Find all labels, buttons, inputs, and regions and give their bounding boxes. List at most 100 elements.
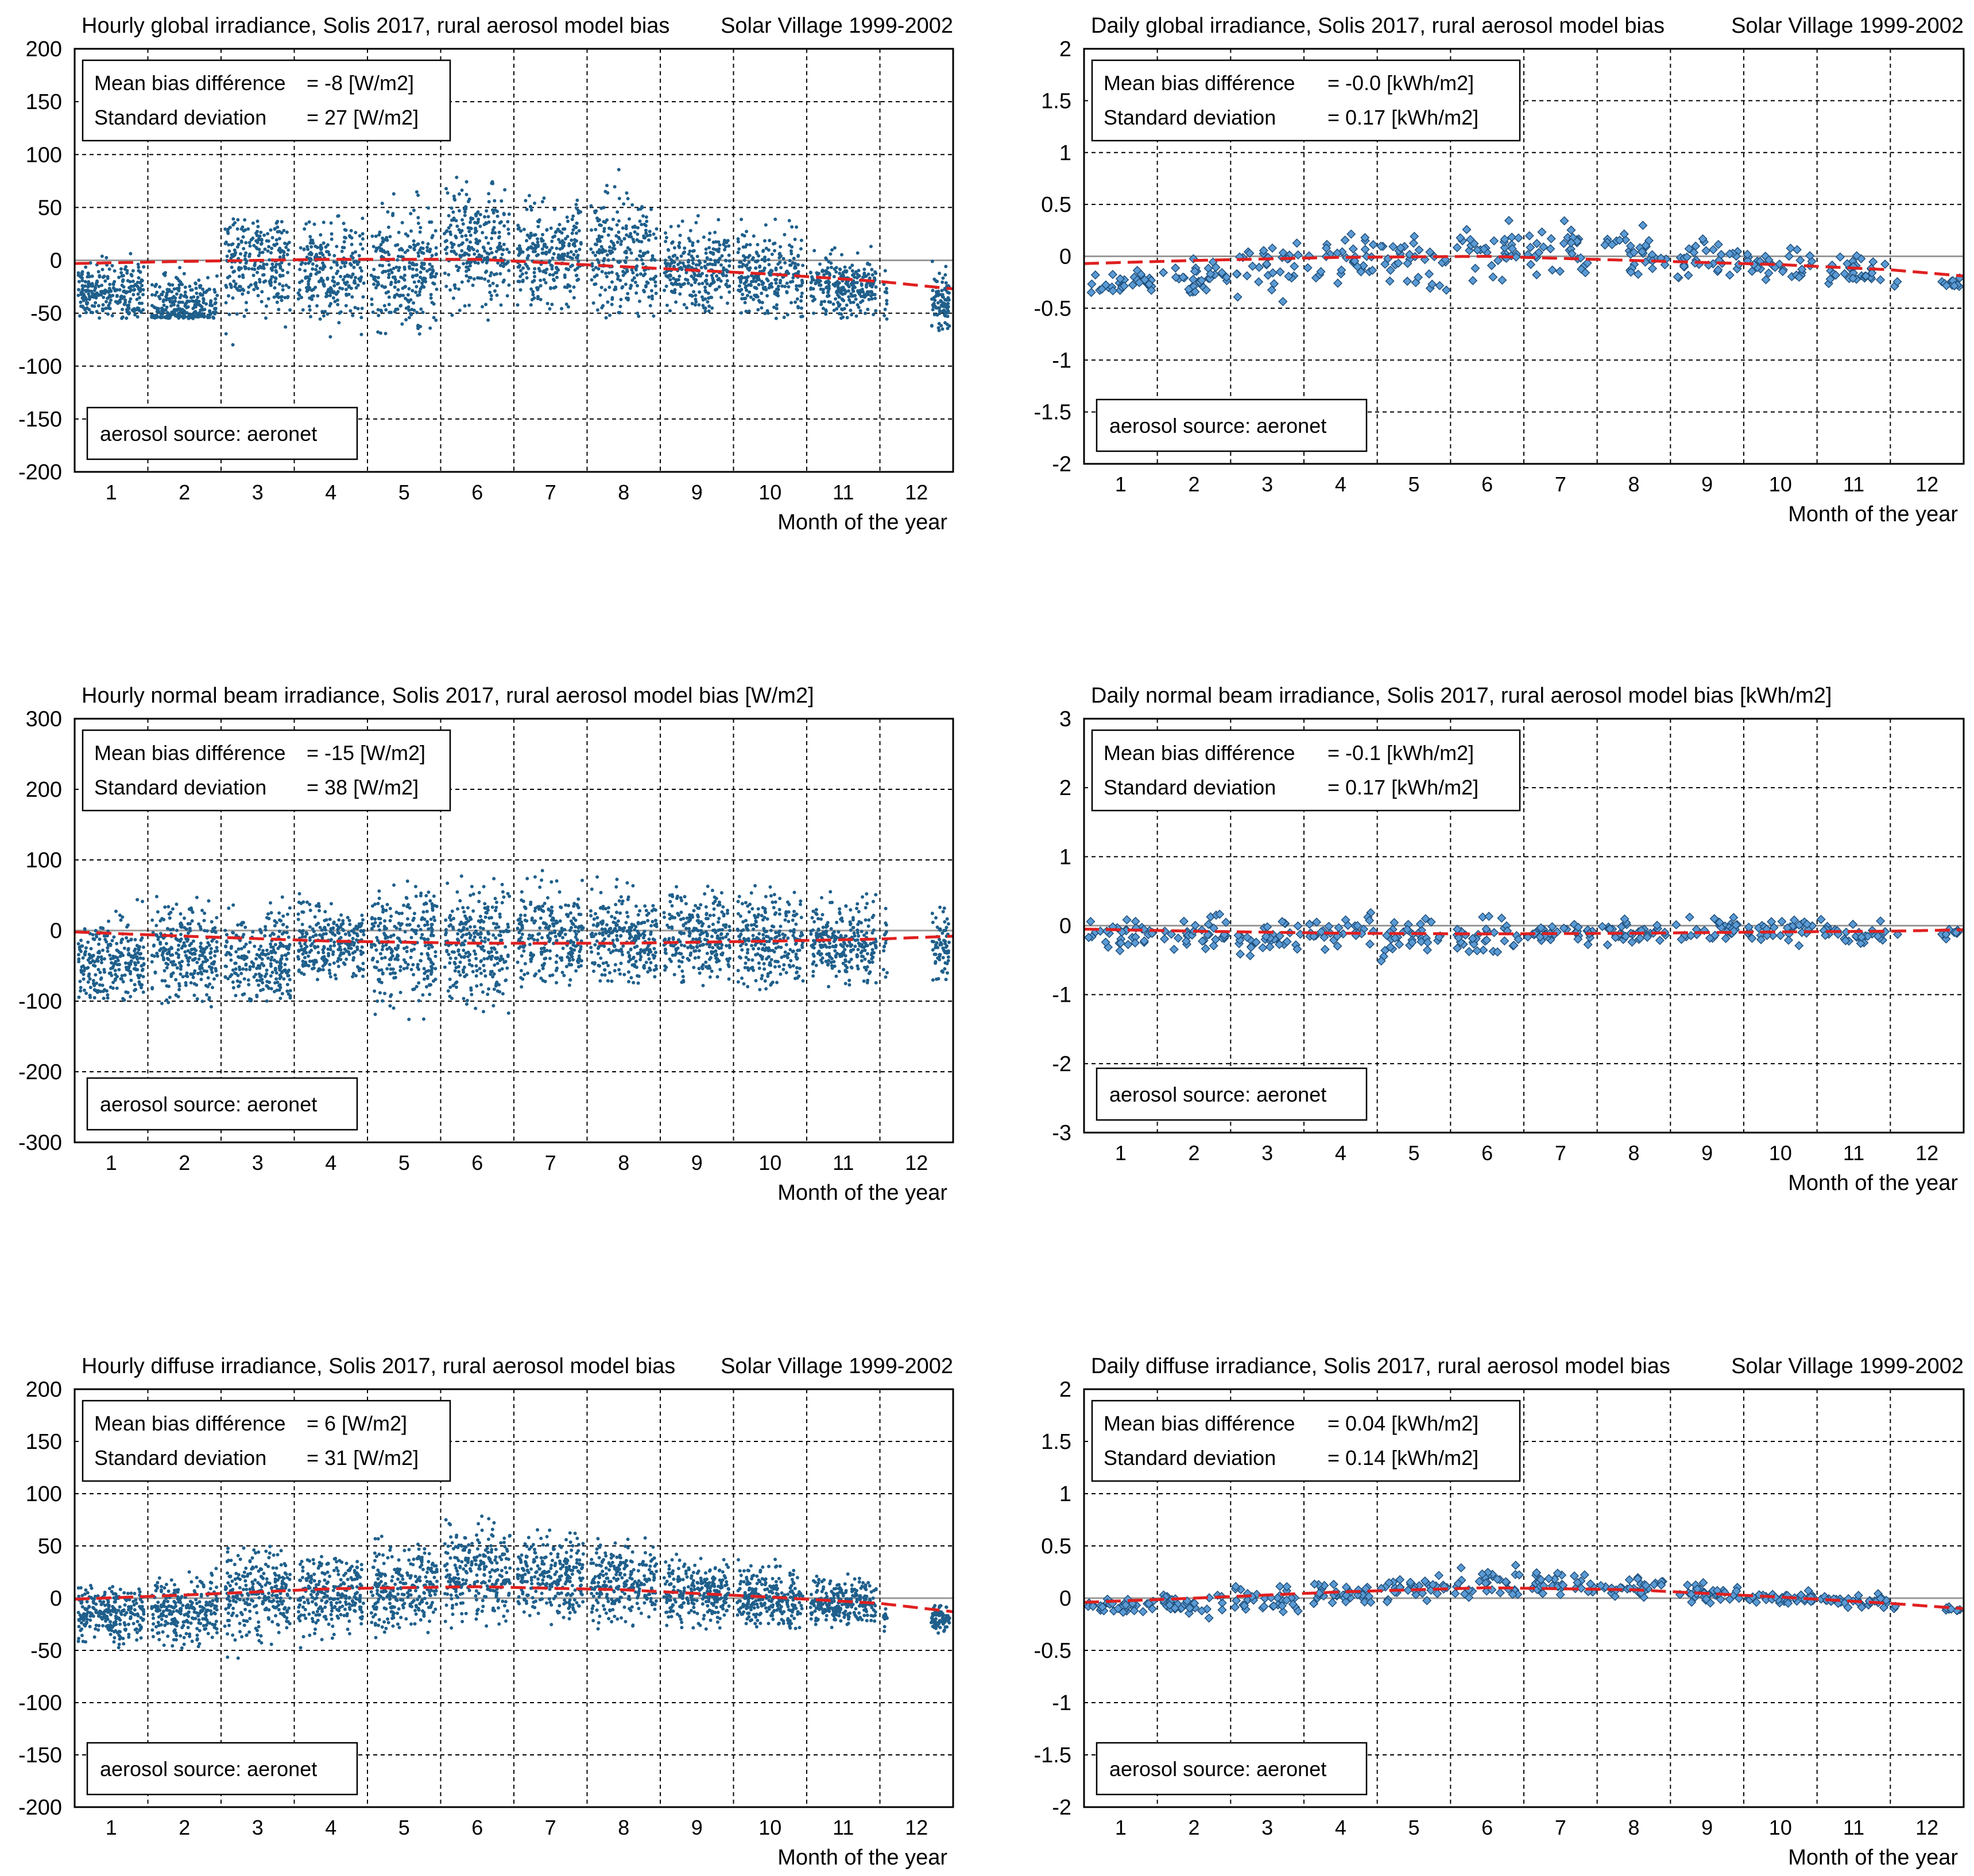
data-point (119, 267, 123, 271)
data-point (547, 260, 551, 264)
data-point (787, 219, 791, 223)
data-point (287, 262, 291, 266)
data-point (164, 294, 168, 299)
y-tick-label: 1 (1059, 141, 1071, 165)
data-point (96, 955, 100, 959)
data-point (311, 294, 315, 298)
data-point (136, 280, 140, 284)
data-point (377, 896, 381, 900)
data-point (931, 304, 935, 308)
data-point (856, 251, 860, 255)
data-point (433, 918, 437, 923)
data-point (471, 892, 475, 896)
data-point (125, 290, 129, 294)
data-point (239, 227, 243, 231)
data-point (722, 242, 726, 246)
data-point (97, 284, 101, 288)
data-point (303, 935, 307, 939)
data-point (353, 949, 357, 953)
data-point (855, 276, 859, 280)
data-point (195, 960, 199, 964)
data-point (670, 241, 674, 245)
data-point (465, 932, 469, 936)
data-point (205, 929, 209, 933)
data-point (385, 902, 389, 906)
data-point (420, 261, 424, 265)
data-point (874, 271, 878, 275)
data-point (478, 920, 482, 924)
data-point (351, 958, 355, 962)
data-point (533, 274, 537, 278)
data-point (630, 268, 634, 272)
data-point (486, 905, 490, 909)
data-point (311, 267, 315, 271)
data-point (800, 315, 804, 319)
x-tick-label: 3 (1261, 472, 1273, 496)
data-point (172, 960, 176, 964)
data-point (283, 296, 287, 300)
data-point (90, 304, 94, 308)
data-point (606, 258, 610, 262)
data-point (131, 293, 136, 297)
data-point (328, 293, 332, 297)
data-point (860, 289, 864, 293)
data-point (885, 317, 889, 321)
data-point (866, 290, 870, 294)
data-point (280, 932, 284, 936)
data-point (352, 943, 356, 947)
data-point (405, 966, 409, 970)
data-point (399, 304, 403, 308)
data-point (789, 263, 793, 267)
data-point (501, 248, 505, 252)
data-point (460, 935, 464, 939)
data-point (636, 226, 640, 230)
data-point (578, 247, 582, 251)
data-point (178, 300, 182, 304)
data-point (874, 309, 878, 313)
data-point (617, 261, 621, 265)
data-point (726, 239, 730, 243)
data-point (617, 168, 621, 172)
data-point (664, 239, 668, 243)
data-point (303, 227, 307, 231)
data-point (168, 928, 172, 932)
data-point (360, 307, 364, 311)
data-point (487, 220, 491, 224)
x-axis-label: Month of the year (777, 510, 947, 534)
data-point (252, 243, 256, 247)
data-point (98, 274, 102, 278)
data-point (429, 932, 433, 936)
data-point (850, 313, 854, 317)
data-point (274, 971, 278, 975)
data-point (946, 301, 950, 305)
data-point (141, 945, 145, 949)
data-point (412, 301, 416, 305)
x-tick-label: 9 (1701, 472, 1713, 496)
x-tick-label: 4 (1335, 472, 1346, 496)
data-point (212, 960, 216, 964)
data-point (230, 265, 234, 269)
data-point (727, 290, 731, 294)
data-point (443, 272, 447, 276)
data-point (122, 285, 126, 289)
data-point (407, 308, 411, 312)
data-point (415, 268, 419, 272)
data-point (246, 290, 250, 294)
data-point (485, 269, 489, 273)
data-point (360, 945, 364, 949)
data-point (318, 251, 322, 255)
data-point (179, 964, 183, 968)
data-point (383, 250, 387, 254)
data-point (469, 986, 473, 990)
data-point (322, 951, 326, 955)
data-point (475, 276, 479, 280)
data-point (570, 238, 574, 242)
data-point (125, 936, 129, 940)
data-point (408, 261, 412, 265)
data-point (358, 266, 362, 270)
data-point (409, 949, 413, 953)
data-point (273, 919, 277, 923)
data-point (256, 224, 260, 228)
data-point (347, 274, 351, 278)
data-point (566, 305, 570, 309)
